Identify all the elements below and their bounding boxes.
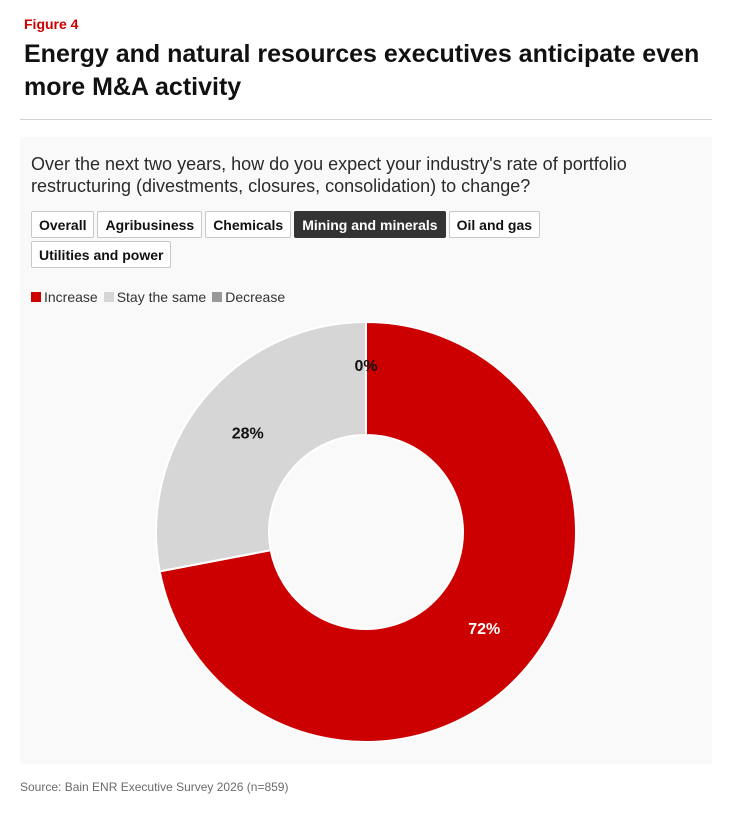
legend-label-decrease: Decrease (225, 289, 286, 305)
data-label-stay-the-same: 28% (232, 425, 264, 442)
legend-swatch-increase (31, 292, 41, 302)
tab-agribusiness[interactable]: Agribusiness (97, 211, 203, 238)
legend-label-increase: Increase (44, 289, 98, 305)
legend-item-stay-the-same[interactable]: Stay the same (103, 289, 207, 305)
legend-swatch-stay-the-same (103, 292, 114, 302)
legend-item-decrease[interactable]: Decrease (212, 289, 285, 305)
tab-oil-and-gas[interactable]: Oil and gas (448, 211, 541, 238)
legend-swatch-decrease (212, 292, 223, 302)
slice-stay-the-same[interactable] (155, 320, 367, 573)
slice-increase[interactable] (158, 320, 577, 743)
survey-question: Over the next two years, how do you expe… (31, 154, 627, 196)
tab-chemicals[interactable]: Chemicals (205, 211, 292, 238)
tab-overall[interactable]: Overall (31, 211, 95, 238)
tab-mining-and-minerals[interactable]: Mining and minerals (294, 211, 446, 238)
data-label-decrease: 0% (354, 358, 377, 375)
tab-utilities-and-power[interactable]: Utilities and power (31, 241, 172, 268)
title-divider (20, 119, 712, 120)
figure-label: Figure 4 (24, 16, 79, 32)
chart-legend: Increase Stay the same Decrease (31, 289, 291, 305)
data-label-increase: 72% (468, 621, 500, 638)
legend-item-increase[interactable]: Increase (31, 289, 98, 305)
source-note: Source: Bain ENR Executive Survey 2026 (… (20, 780, 289, 794)
legend-label-stay-the-same: Stay the same (116, 289, 207, 305)
chart-title: Energy and natural resources executives … (24, 40, 700, 101)
segment-tabs: Overall Agribusiness Chemicals Mining an… (31, 211, 591, 268)
